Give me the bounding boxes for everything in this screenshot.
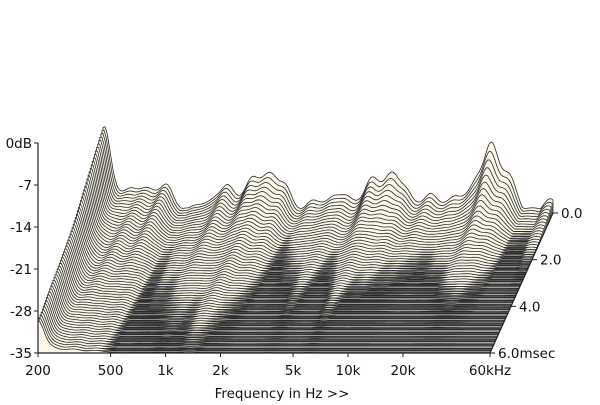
decay-slice (48, 291, 501, 331)
x-tick-label: 5k (285, 363, 302, 379)
decay-slice (52, 279, 505, 322)
decay-slices (37, 126, 554, 354)
y-tick-label: -7 (19, 178, 32, 194)
x-tick-label: 200 (25, 363, 51, 379)
decay-slice (41, 308, 495, 345)
y-tick-label: 0dB (6, 136, 32, 152)
z-tick-label: 2.0 (540, 253, 561, 269)
z-tick-label: 6.0msec (498, 346, 555, 362)
decay-slice (47, 294, 500, 333)
x-axis-title: Frequency in Hz >> (215, 386, 350, 402)
x-tick-label: 60kHz (469, 363, 511, 379)
x-tick-label: 500 (98, 363, 124, 379)
decay-slice (51, 282, 504, 324)
z-tick-label: 4.0 (519, 299, 540, 315)
decay-slice (40, 311, 494, 347)
decay-slice (45, 299, 498, 338)
decay-slice (53, 277, 506, 319)
z-axis-line (489, 212, 554, 354)
y-axis-ticks: 0dB -7 -14 -21 -28 -35 (6, 136, 38, 362)
decay-slice (38, 317, 492, 352)
y-tick-label: -21 (10, 262, 32, 278)
y-tick-label: -14 (10, 220, 32, 236)
decay-slice (39, 314, 493, 349)
decay-slice (55, 271, 508, 315)
axes (37, 143, 554, 354)
decay-slice (62, 254, 515, 301)
x-tick-label: 10k (336, 363, 361, 379)
z-tick-label: 0.0 (561, 206, 582, 222)
y-tick-label: -35 (10, 346, 32, 362)
x-tick-label: 1k (157, 363, 174, 379)
decay-slice (46, 297, 499, 335)
decay-slice (50, 285, 503, 326)
decay-slice (58, 262, 512, 308)
decay-slice (44, 302, 497, 340)
z-axis-ticks: 0.0 2.0 4.0 6.0msec (490, 206, 582, 362)
decay-slice (49, 288, 502, 329)
x-tick-label: 20k (390, 363, 415, 379)
decay-slice (56, 268, 509, 313)
decay-slice (42, 305, 496, 342)
y-tick-label: -28 (10, 304, 32, 320)
decay-slice (60, 260, 513, 306)
decay-slice (63, 251, 516, 299)
decay-slice (61, 257, 514, 303)
decay-slice (64, 248, 517, 296)
decay-slice (54, 274, 507, 317)
x-tick-label: 2k (212, 363, 229, 379)
x-axis-ticks: 200 500 1k 2k 5k 10k 20k 60kHz (25, 353, 511, 379)
decay-slice (57, 265, 510, 310)
